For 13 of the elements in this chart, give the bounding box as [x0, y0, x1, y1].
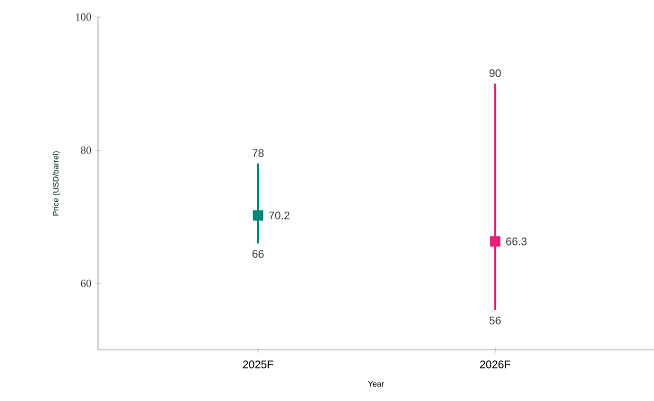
x-tick-label: 2025F — [243, 360, 274, 368]
x-axis-title: Year — [368, 381, 384, 387]
x-tick-label: 2026F — [480, 360, 510, 368]
y-axis-title: Price (USD/barrel) — [52, 151, 60, 216]
annotation: 78 — [252, 149, 264, 157]
annotation: 66 — [252, 250, 264, 258]
data-label: 66.3 — [506, 238, 527, 246]
data-label: 70.2 — [269, 212, 290, 220]
annotation: 90 — [490, 69, 501, 78]
annotation: 56 — [489, 316, 501, 324]
y-tick-label: 80 — [80, 146, 92, 154]
y-tick-label: 60 — [80, 280, 92, 288]
y-tick-label: 100 — [76, 13, 92, 21]
